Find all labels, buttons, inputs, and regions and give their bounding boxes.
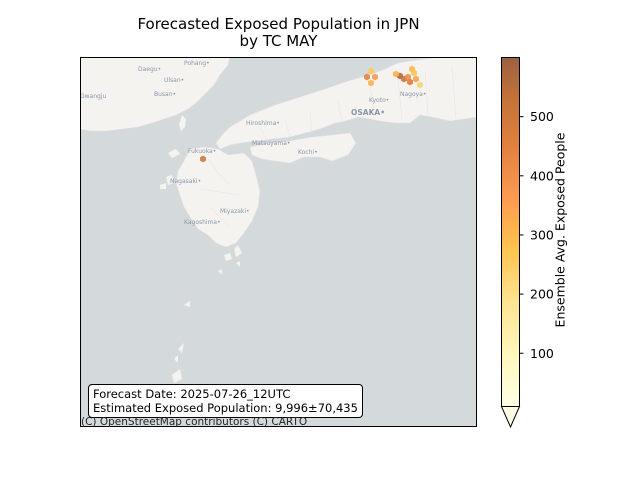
city-label-osaka: OSAKA• [351,108,385,117]
exposure-hexbin [407,78,413,86]
chart-title: Forecasted Exposed Population in JPN by … [80,16,477,50]
exposure-hexbin [393,70,399,78]
city-label-pohang: Pohang• [184,60,210,67]
land-kyushu [175,146,261,248]
island-goto-2 [160,183,166,189]
island-small-2 [218,269,222,275]
exposure-hexbin [413,75,419,83]
colorbar-tick-label: 500 [530,109,554,124]
colorbar-outline [501,57,520,407]
colorbar-tick-label: 300 [530,227,554,242]
island-small-4 [174,355,178,363]
colorbar-label: Ensemble Avg. Exposed People [552,132,568,328]
exposure-hexbin [364,73,370,81]
colorbar-svg: 100 200 300 400 500 [500,57,554,429]
exposure-hexbin [405,73,411,81]
colorbar: 100 200 300 400 500 [500,57,610,432]
island-small-1 [236,261,240,267]
exposure-hexbins [200,65,423,163]
island-amami [178,343,184,353]
land-korea [80,57,231,132]
city-label-miyazaki: Miyazaki• [220,208,250,215]
exposure-hexbin [409,65,415,73]
island-yakushima [234,245,242,257]
city-label-kagoshima: Kagoshima• [184,219,221,226]
city-label-busan: Busan• [154,91,176,98]
exposure-hexbin [200,155,206,163]
estimated-population: Estimated Exposed Population: 9,996±70,4… [93,401,358,415]
city-label-matsuyama: Matsuyama• [252,140,290,147]
city-label-ulsan: Ulsan• [164,77,184,84]
island-goto-1 [166,175,174,185]
city-label-nagoya: Nagoya• [400,91,426,98]
city-label-nagasaki: Nagasaki• [170,178,201,185]
prefecture-borders-honshu [259,66,457,140]
island-small-3 [184,301,190,307]
forecast-info-box: Forecast Date: 2025-07-26_12UTC Estimate… [88,384,363,418]
city-label-kyoto: Kyoto• [369,97,389,104]
island-okinawa [172,369,182,383]
city-label-fukuoka: Fukuoka• [188,148,216,155]
colorbar-ticks: 100 200 300 400 500 [519,109,554,361]
map-border [80,57,477,427]
city-label-kochi: Kochi• [298,149,318,156]
exposure-hexbin [372,73,378,81]
exposure-hexbin [417,81,423,89]
city-label-gwangju: Gwangju [80,93,107,100]
map-attribution: (C) OpenStreetMap contributors (C) CARTO [81,416,308,428]
colorbar-tick-label: 400 [530,168,554,183]
colorbar-tick-label: 200 [530,287,554,302]
exposure-hexbin [368,67,374,75]
map-canvas[interactable]: Daegu• Pohang• Ulsan• Busan• Gwangju Hiroshim… [80,57,477,427]
title-line-2: by TC MAY [239,32,318,50]
exposure-hexbin [368,79,374,87]
map-panel[interactable]: Daegu• Pohang• Ulsan• Busan• Gwangju Hiroshim… [80,57,477,427]
island-tsushima [179,115,186,131]
forecast-date: Forecast Date: 2025-07-26_12UTC [93,387,291,401]
land-shikoku [249,132,357,164]
city-labels: Daegu• Pohang• Ulsan• Busan• Gwangju Hiroshim… [80,60,426,226]
island-iki [168,149,180,158]
city-label-daegu: Daegu• [138,66,161,73]
city-label-hiroshima: Hiroshima• [246,120,280,127]
colorbar-extend-triangle [500,406,521,429]
island-tanegashima [224,253,232,261]
prefecture-borders-kyushu [199,158,241,228]
title-line-1: Forecasted Exposed Population in JPN [137,15,420,33]
colorbar-gradient [501,57,520,407]
colorbar-tick-label: 100 [530,346,554,361]
